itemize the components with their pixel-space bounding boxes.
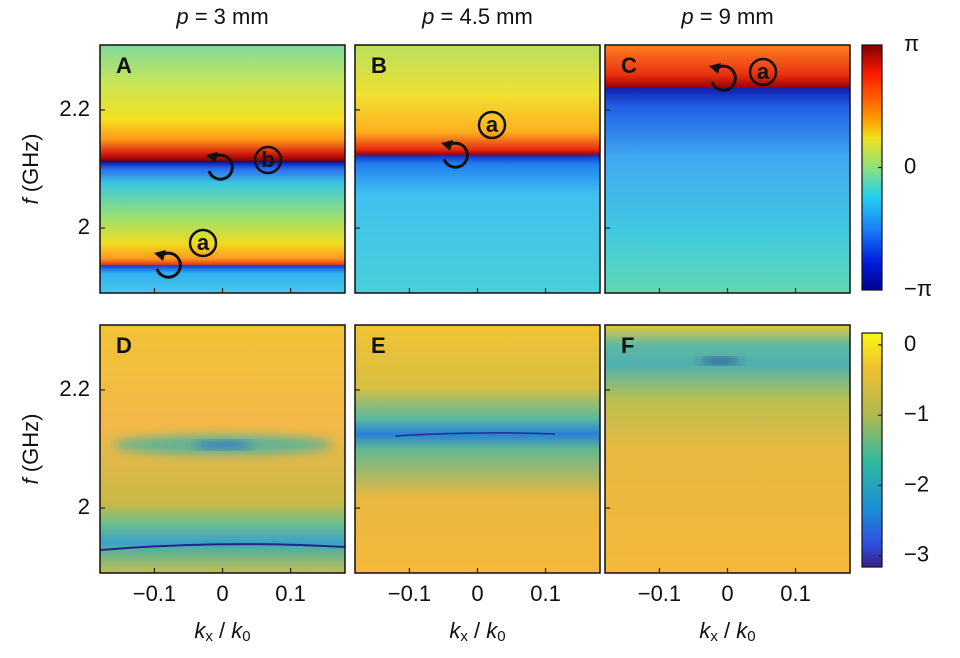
vortex-arrow — [442, 141, 469, 169]
label-part: / — [468, 618, 486, 643]
panel-label: D — [116, 333, 132, 358]
label-part: 0 — [497, 628, 505, 645]
band — [698, 358, 742, 364]
annotation-circle — [477, 110, 507, 140]
heatmap — [355, 325, 600, 573]
column-title: p = 3 mm — [175, 4, 268, 29]
column-title: p = 4.5 mm — [421, 4, 533, 29]
label-part: f — [18, 475, 43, 484]
x-tick-label: −0.1 — [388, 581, 431, 606]
label-part: 0 — [747, 628, 755, 645]
colorbar-tick-label: −π — [904, 276, 932, 301]
colorbar — [861, 332, 883, 568]
label-part: f — [18, 195, 43, 204]
annotation-text: a — [486, 112, 499, 137]
title-part: = 3 mm — [189, 4, 269, 29]
label-part: k — [194, 618, 206, 643]
annotation-circle — [748, 57, 778, 87]
annotation-circle — [253, 145, 283, 175]
band-line — [394, 432, 556, 437]
panel-label: E — [371, 333, 386, 358]
heatmap — [605, 325, 850, 573]
panel-label: A — [116, 53, 132, 78]
colorbar-tick-label: 0 — [904, 331, 916, 356]
vortex-arrow — [710, 64, 737, 92]
colorbar-tick-label: 0 — [904, 153, 916, 178]
label-part: k — [231, 618, 243, 643]
label-part: x — [460, 628, 468, 645]
x-tick-label: 0 — [216, 581, 228, 606]
title-part: p — [421, 4, 434, 29]
vortex-arrow — [155, 251, 182, 279]
y-axis-label: f (GHz) — [18, 134, 43, 205]
colorbar-tick-label: −3 — [904, 542, 929, 567]
panel-label: B — [371, 53, 387, 78]
colorbar-tick-label: −2 — [904, 471, 929, 496]
label-part: k — [699, 618, 711, 643]
label-part: k — [449, 618, 461, 643]
title-part: = 4.5 mm — [434, 4, 532, 29]
y-tick-label: 2.2 — [59, 96, 90, 121]
y-tick-label: 2.2 — [59, 376, 90, 401]
label-part: / — [718, 618, 736, 643]
x-tick-label: 0.1 — [275, 581, 306, 606]
title-part: p — [175, 4, 188, 29]
x-tick-label: 0 — [471, 581, 483, 606]
heatmap — [605, 45, 850, 293]
band-line — [99, 543, 346, 551]
annotation-text: a — [197, 230, 210, 255]
band — [193, 442, 253, 448]
y-axis-label: f (GHz) — [18, 414, 43, 485]
colorbar-tick-label: π — [904, 31, 919, 56]
label-part: x — [205, 628, 213, 645]
label-part: (GHz) — [18, 134, 43, 199]
x-axis-label: kx / k0 — [194, 618, 250, 645]
heatmap — [100, 45, 345, 293]
label-part: x — [710, 628, 718, 645]
x-tick-label: −0.1 — [133, 581, 176, 606]
colorbar-tick-label: −1 — [904, 401, 929, 426]
x-tick-label: 0 — [721, 581, 733, 606]
column-title: p = 9 mm — [680, 4, 773, 29]
x-tick-label: −0.1 — [638, 581, 681, 606]
vortex-arrowhead — [441, 140, 453, 151]
annotation-text: b — [261, 147, 274, 172]
label-part: k — [736, 618, 748, 643]
title-part: p — [680, 4, 693, 29]
panel-label: C — [621, 53, 637, 78]
panel-label: F — [621, 333, 634, 358]
annotation-text: a — [757, 59, 770, 84]
label-part: k — [486, 618, 498, 643]
x-tick-label: 0.1 — [780, 581, 811, 606]
heatmap — [355, 45, 600, 293]
vortex-arrowhead — [206, 152, 218, 163]
y-tick-label: 2 — [78, 494, 90, 519]
vortex-arrowhead — [709, 63, 721, 74]
x-axis-label: kx / k0 — [699, 618, 755, 645]
x-tick-label: 0.1 — [530, 581, 561, 606]
label-part: / — [213, 618, 231, 643]
title-part: = 9 mm — [694, 4, 774, 29]
x-axis-label: kx / k0 — [449, 618, 505, 645]
label-part: 0 — [242, 628, 250, 645]
vortex-arrow — [207, 153, 234, 181]
label-part: (GHz) — [18, 414, 43, 479]
annotation-circle — [188, 228, 218, 258]
y-tick-label: 2 — [78, 214, 90, 239]
vortex-arrowhead — [154, 250, 166, 261]
